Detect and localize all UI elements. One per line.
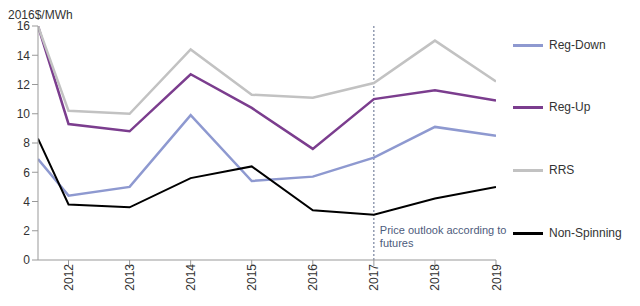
svg-text:12: 12 [17,78,31,92]
svg-text:6: 6 [23,166,30,180]
html-text:Reg-Down: Reg-Down [549,38,606,52]
svg-text:2015: 2015 [245,264,259,291]
svg-text:2012: 2012 [62,264,76,291]
html-text:2016$/MWh: 2016$/MWh [8,8,73,22]
html-text:Non-Spinning: Non-Spinning [549,226,622,240]
svg-text:2018: 2018 [428,264,442,291]
svg-text:Price outlook according tofutu: Price outlook according tofutures [380,224,507,249]
svg-text:8: 8 [23,136,30,150]
svg-text:0: 0 [23,253,30,267]
svg-text:16: 16 [17,19,31,33]
svg-text:2: 2 [23,224,30,238]
svg-text:14: 14 [17,49,31,63]
html-text:RRS: RRS [549,163,575,177]
svg-text:10: 10 [17,107,31,121]
svg-text:2019: 2019 [490,264,504,291]
svg-text:2016: 2016 [306,264,320,291]
svg-text:4: 4 [23,195,30,209]
svg-text:2017: 2017 [367,264,381,291]
html-text:Reg-Up: Reg-Up [549,100,591,114]
svg-text:2013: 2013 [123,264,137,291]
svg-text:2014: 2014 [184,264,198,291]
